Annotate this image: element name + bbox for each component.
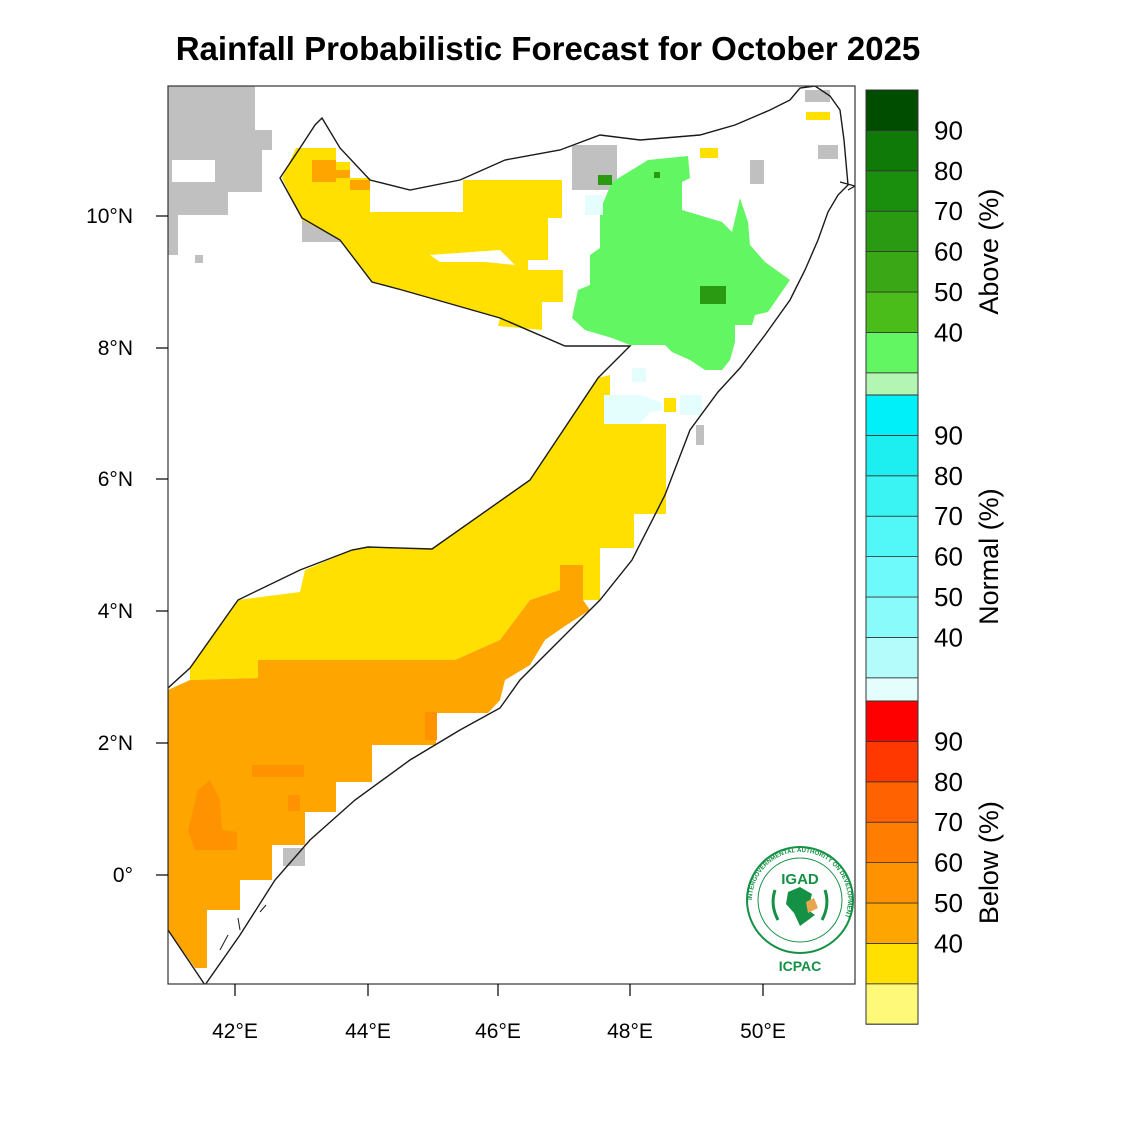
colorbar-tick-label: 70: [934, 807, 963, 837]
cape-tip: [839, 181, 855, 191]
colorbar-swatch: [865, 596, 919, 638]
colorbar-title: Below (%): [974, 801, 1004, 924]
colorbar-tick-label: 90: [934, 115, 963, 145]
normal-40-50-area: [680, 395, 702, 415]
colorbar-tick-label: 90: [934, 420, 963, 450]
below-normal-50-60-area: [312, 160, 370, 190]
lon-tick-label: 46°E: [475, 1020, 521, 1043]
colorbar-swatch: [865, 637, 919, 679]
colorbar-swatch: [865, 741, 919, 783]
colorbar-tick-label: 80: [934, 767, 963, 797]
colorbar-tick-label: 60: [934, 848, 963, 878]
no-data-area: [283, 848, 305, 866]
colorbar-swatch: [865, 821, 919, 864]
colorbar-title: Above (%): [974, 189, 1004, 315]
lat-tick-label: 4°N: [98, 600, 133, 623]
colorbar-tick-label: 50: [934, 582, 963, 612]
no-data-area: [818, 145, 838, 159]
lat-tick-label: 8°N: [98, 337, 133, 360]
below-normal-40-50-area: [190, 375, 666, 680]
below-normal-40-50-area: [806, 112, 830, 120]
lon-tick-label: 42°E: [212, 1020, 258, 1043]
colorbar-swatch: [865, 902, 919, 944]
map-frame: [167, 85, 856, 985]
normal-40-50-area: [585, 195, 603, 215]
no-data-area: [805, 90, 830, 102]
below-normal-60-70-area: [188, 780, 237, 850]
colorbar-below: 90 80 70 60 50 40 Below (%): [865, 700, 1004, 1025]
no-data-area: [168, 86, 272, 255]
above-normal-50-60-area: [700, 286, 726, 304]
no-signal-area: [430, 250, 515, 265]
lon-tick-label: 50°E: [740, 1020, 786, 1043]
colorbar-swatch: [865, 862, 919, 904]
colorbar-frame: [865, 700, 919, 1025]
below-normal-60-70-area: [288, 795, 300, 811]
logo-icpac-text: ICPAC: [779, 958, 822, 974]
colorbar-swatch: [865, 475, 919, 517]
below-normal-50-60-area: [168, 565, 590, 968]
colorbar-swatch: [865, 251, 919, 293]
coastline: [168, 86, 849, 984]
colorbar-swatch: [865, 556, 919, 598]
colorbar-swatch: [865, 170, 919, 212]
colorbar-swatch: [865, 943, 919, 985]
below-normal-40-50-area: [282, 148, 563, 330]
colorbar-tick-label: 60: [934, 542, 963, 572]
colorbar-swatch: [865, 210, 919, 252]
colorbar-tick-label: 80: [934, 461, 963, 491]
colorbar-swatch: [865, 331, 919, 374]
colorbar-tick-label: 70: [934, 196, 963, 226]
colorbar-swatch: [865, 781, 919, 823]
above-normal-40-50-area: [572, 156, 790, 370]
above-normal-50-60-area: [654, 172, 660, 178]
island: [219, 904, 267, 951]
map-panel: [168, 86, 855, 984]
longitude-axis: 42°E 44°E 46°E 48°E 50°E: [212, 984, 786, 1043]
colorbar-tick-label: 40: [934, 928, 963, 958]
colorbar-tick-label: 70: [934, 501, 963, 531]
colorbar-swatch: [865, 89, 919, 131]
colorbar-tick-label: 50: [934, 888, 963, 918]
normal-40-50-area: [632, 368, 646, 382]
lat-tick-label: 0°: [113, 864, 133, 887]
colorbar-swatch: [865, 983, 919, 1025]
colorbar-tick-label: 80: [934, 156, 963, 186]
below-normal-60-70-area: [425, 712, 437, 740]
normal-40-50-area: [604, 395, 665, 424]
no-data-area: [696, 425, 704, 445]
igad-icpac-logo: INTERGOVERNMENTAL AUTHORITY ON DEVELOPME…: [746, 846, 854, 974]
lon-tick-label: 48°E: [607, 1020, 653, 1043]
below-normal-40-50-area: [700, 148, 718, 158]
colorbar-tick-label: 40: [934, 622, 963, 652]
colorbar-above: 90 80 70 60 50 40 Above (%): [865, 89, 1004, 414]
colorbar-tick-label: 60: [934, 237, 963, 267]
colorbar-swatch: [865, 700, 919, 742]
lat-tick-label: 2°N: [98, 732, 133, 755]
lon-tick-label: 44°E: [345, 1020, 391, 1043]
latitude-axis: 10°N 8°N 6°N 4°N 2°N 0°: [86, 205, 168, 887]
no-data-area: [195, 255, 203, 263]
legend-colorbars: 90 80 70 60 50 40 Above (%) 90 80 70 60 50 40 Normal …: [865, 89, 1004, 1025]
lat-tick-label: 10°N: [86, 205, 133, 228]
no-data-area: [750, 160, 764, 184]
map-title: Rainfall Probabilistic Forecast for Octo…: [175, 30, 921, 67]
no-data-area: [172, 160, 215, 182]
logo-igad-text: IGAD: [781, 871, 819, 888]
colorbar-swatch: [865, 129, 919, 172]
below-normal-60-70-area: [252, 765, 304, 777]
colorbar-swatch: [865, 515, 919, 558]
colorbar-normal: 90 80 70 60 50 40 Normal (%): [865, 394, 1004, 719]
lat-tick-label: 6°N: [98, 468, 133, 491]
colorbar-tick-label: 90: [934, 726, 963, 756]
colorbar-title: Normal (%): [974, 488, 1004, 625]
colorbar-swatch: [865, 434, 919, 477]
colorbar-swatch: [865, 394, 919, 436]
colorbar-swatch: [865, 291, 919, 333]
colorbar-tick-label: 40: [934, 317, 963, 347]
colorbar-tick-label: 50: [934, 277, 963, 307]
above-normal-50-60-area: [598, 175, 612, 185]
below-normal-40-50-area: [664, 398, 676, 412]
